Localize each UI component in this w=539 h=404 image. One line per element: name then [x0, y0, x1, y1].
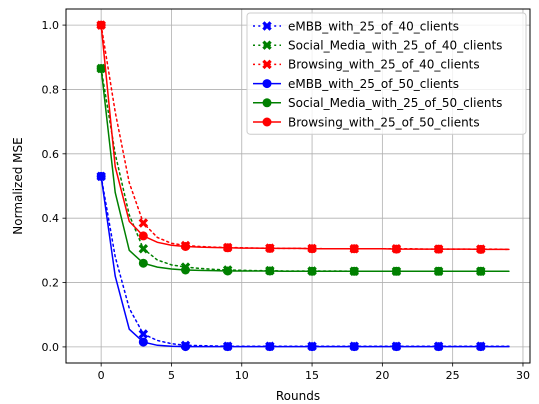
plot-frame	[65, 8, 531, 364]
legend-label: Social_Media_with_25_of_50_clients	[288, 96, 502, 110]
data-point	[96, 171, 106, 181]
legend-label: eMBB_with_25_of_40_clients	[288, 19, 459, 33]
data-point	[138, 218, 149, 228]
x-tick-label: 30	[516, 369, 530, 382]
data-point	[434, 342, 444, 352]
data-point	[307, 244, 317, 254]
y-tick-label: 0.8	[42, 83, 60, 96]
data-point	[391, 244, 401, 254]
data-point	[262, 40, 272, 50]
data-point	[138, 231, 148, 241]
data-point	[96, 20, 106, 30]
series-eMBB_with_25_of_50_clients	[96, 171, 510, 352]
data-point	[138, 337, 148, 347]
data-point	[223, 243, 233, 253]
legend-box	[246, 12, 527, 135]
data-point	[307, 266, 317, 276]
data-point	[265, 342, 275, 352]
x-tick-label: 10	[235, 369, 249, 382]
legend-label: Social_Media_with_25_of_40_clients	[288, 39, 502, 53]
data-point	[96, 64, 106, 74]
x-tick-label: 5	[168, 369, 175, 382]
data-point	[434, 266, 444, 276]
legend-item: Social_Media_with_25_of_40_clients	[253, 39, 502, 53]
legend-item: eMBB_with_25_of_50_clients	[253, 77, 459, 91]
data-point	[262, 59, 272, 70]
x-axis-label: Rounds	[276, 389, 320, 403]
data-point	[476, 266, 486, 276]
series-layer	[96, 20, 510, 352]
legend-label: Browsing_with_25_of_50_clients	[288, 115, 480, 129]
data-point	[391, 342, 401, 352]
data-point	[262, 21, 272, 31]
data-point	[391, 266, 401, 276]
x-tick-label: 0	[98, 369, 105, 382]
data-point	[307, 342, 317, 352]
y-tick-label: 0.4	[42, 212, 60, 225]
y-tick-label: 0.2	[42, 277, 60, 290]
x-tick-label: 25	[446, 369, 460, 382]
series-Browsing_with_25_of_50_clients	[96, 20, 510, 254]
x-tick-label: 20	[375, 369, 389, 382]
data-point	[434, 244, 444, 254]
data-point	[181, 242, 191, 252]
y-tick-label: 0.6	[42, 148, 60, 161]
data-point	[349, 244, 359, 254]
data-point	[223, 342, 233, 352]
y-tick-label: 1.0	[42, 19, 60, 32]
legend-item: Browsing_with_25_of_40_clients	[253, 58, 480, 72]
data-point	[138, 329, 149, 339]
legend-item: Social_Media_with_25_of_50_clients	[253, 96, 502, 110]
legend-label: Browsing_with_25_of_40_clients	[288, 58, 480, 72]
x-tick-label: 15	[305, 369, 319, 382]
data-point	[262, 117, 272, 127]
legend-item: eMBB_with_25_of_40_clients	[253, 19, 459, 33]
data-point	[262, 79, 272, 89]
data-point	[181, 342, 191, 352]
data-point	[138, 258, 148, 268]
data-point	[349, 266, 359, 276]
data-point	[265, 266, 275, 276]
data-point	[476, 244, 486, 254]
data-point	[265, 243, 275, 253]
data-point	[476, 342, 486, 352]
y-tick-label: 0.0	[42, 341, 60, 354]
legend-item: Browsing_with_25_of_50_clients	[253, 115, 480, 129]
series-Social_Media_with_25_of_50_clients	[96, 64, 510, 276]
series-eMBB_with_25_of_40_clients	[96, 171, 510, 351]
data-point	[223, 266, 233, 276]
data-point	[349, 342, 359, 352]
legend: eMBB_with_25_of_40_clients Social_Media_w…	[246, 12, 527, 135]
legend-label: eMBB_with_25_of_50_clients	[288, 77, 459, 91]
ticks: 0 5 10 15 20 25 30 0.0 0.2 0.4 0.6 0.8 1.0	[42, 19, 530, 382]
data-point	[262, 98, 272, 108]
data-point	[138, 244, 149, 254]
y-axis-label: Normalized MSE	[11, 137, 25, 234]
data-point	[181, 265, 191, 275]
